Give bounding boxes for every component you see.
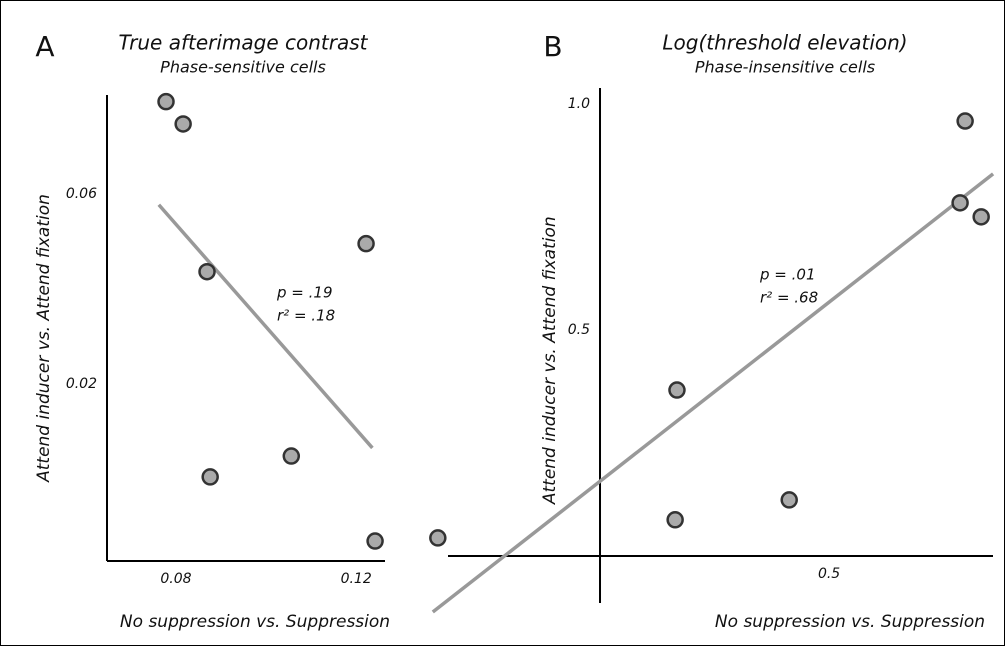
y-tick-label: 1.0 <box>568 96 590 112</box>
x-axis-label: No suppression vs. Suppression <box>120 612 390 632</box>
data-point <box>666 511 684 529</box>
chart-subtitle: Phase-sensitive cells <box>160 58 326 77</box>
panel-letter: A <box>35 30 54 63</box>
annotation: p = .01 <box>759 266 815 284</box>
x-tick-label: 0.08 <box>160 571 191 587</box>
fit-line <box>431 172 995 614</box>
panel-letter: B <box>543 30 562 63</box>
data-point <box>201 468 219 486</box>
annotation: r² = .18 <box>277 307 335 325</box>
data-point <box>357 234 375 253</box>
chart-title: Log(threshold elevation) <box>662 31 907 55</box>
data-point <box>282 447 301 465</box>
data-point <box>972 208 990 226</box>
x-tick-label: 0.5 <box>818 566 840 582</box>
data-point <box>174 115 192 133</box>
x-tick-label: 0.12 <box>341 571 372 587</box>
data-point <box>668 381 686 399</box>
data-point <box>198 262 216 281</box>
y-tick-label: 0.02 <box>66 376 97 392</box>
data-point <box>429 529 447 547</box>
fit-line <box>157 203 374 450</box>
data-point <box>366 532 384 550</box>
x-axis-label: No suppression vs. Suppression <box>715 612 985 632</box>
y-tick-label: 0.06 <box>66 186 97 202</box>
data-point <box>157 92 175 111</box>
annotation: r² = .68 <box>760 289 818 307</box>
annotation: p = .19 <box>276 284 332 302</box>
y-axis-label: Attend inducer vs. Attend fixation <box>34 194 54 483</box>
data-point <box>780 491 798 509</box>
chart-subtitle: Phase-insensitive cells <box>695 58 875 77</box>
chart-title: True afterimage contrast <box>118 31 368 55</box>
y-tick-label: 0.5 <box>568 322 590 338</box>
data-point <box>956 112 974 130</box>
data-point <box>951 194 969 212</box>
y-axis-label: Attend inducer vs. Attend fixation <box>540 216 560 505</box>
